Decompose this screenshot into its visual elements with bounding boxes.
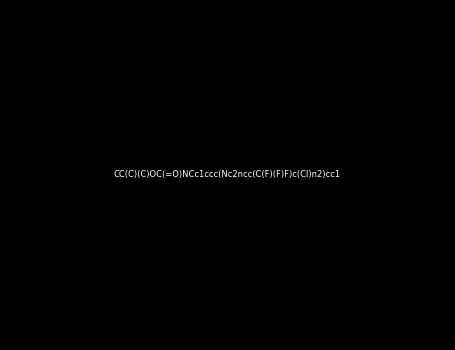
Text: CC(C)(C)OC(=O)NCc1ccc(Nc2ncc(C(F)(F)F)c(Cl)n2)cc1: CC(C)(C)OC(=O)NCc1ccc(Nc2ncc(C(F)(F)F)c(… [114, 170, 341, 180]
